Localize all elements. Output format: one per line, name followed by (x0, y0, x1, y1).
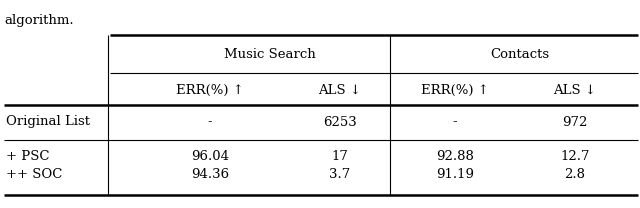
Text: algorithm.: algorithm. (4, 14, 74, 27)
Text: ERR(%) ↑: ERR(%) ↑ (176, 83, 244, 97)
Text: 2.8: 2.8 (564, 168, 586, 182)
Text: ERR(%) ↑: ERR(%) ↑ (421, 83, 489, 97)
Text: -: - (208, 115, 212, 129)
Text: ALS ↓: ALS ↓ (319, 83, 362, 97)
Text: Music Search: Music Search (224, 48, 316, 62)
Text: 17: 17 (332, 151, 348, 163)
Text: ALS ↓: ALS ↓ (554, 83, 596, 97)
Text: 12.7: 12.7 (560, 151, 589, 163)
Text: 6253: 6253 (323, 115, 357, 129)
Text: Contacts: Contacts (490, 48, 550, 62)
Text: 3.7: 3.7 (330, 168, 351, 182)
Text: 972: 972 (563, 115, 588, 129)
Text: ++ SOC: ++ SOC (6, 168, 62, 182)
Text: -: - (452, 115, 458, 129)
Text: Original List: Original List (6, 115, 90, 129)
Text: 91.19: 91.19 (436, 168, 474, 182)
Text: 92.88: 92.88 (436, 151, 474, 163)
Text: 94.36: 94.36 (191, 168, 229, 182)
Text: 96.04: 96.04 (191, 151, 229, 163)
Text: + PSC: + PSC (6, 151, 49, 163)
